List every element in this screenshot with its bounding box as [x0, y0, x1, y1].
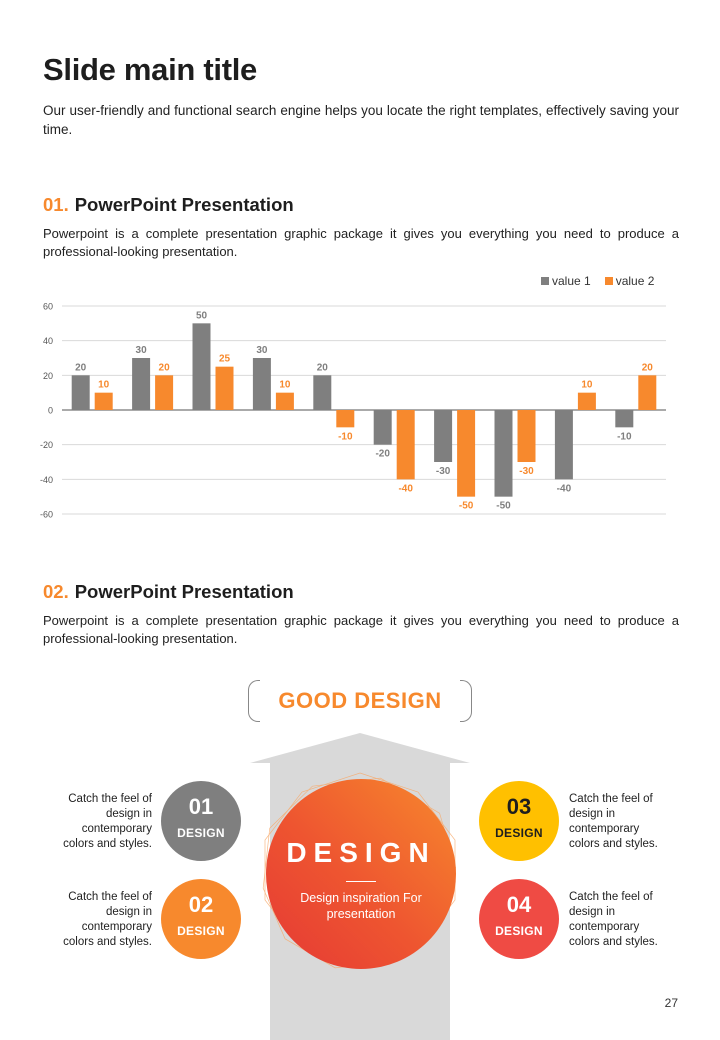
step-03-label: DESIGN: [495, 826, 543, 840]
data-label: -20: [375, 449, 390, 460]
bar-value1-3: [192, 323, 211, 410]
data-label: 30: [256, 345, 268, 356]
step-01-label: DESIGN: [177, 826, 225, 840]
legend-item-value2: value 2: [604, 274, 655, 288]
bar-value1-10: [615, 410, 634, 428]
step-02-label: DESIGN: [177, 924, 225, 938]
y-tick-label: -60: [40, 510, 53, 520]
step-01-circle: 01 DESIGN: [161, 781, 241, 861]
bar-value2-5: [336, 410, 355, 428]
bar-value1-1: [71, 375, 90, 410]
bar-value1-8: [494, 410, 513, 497]
bar-value2-8: [517, 410, 536, 462]
bar-value2-6: [396, 410, 415, 480]
section-2-heading: 02. PowerPoint Presentation: [43, 581, 294, 603]
legend-label-value1: value 1: [552, 274, 591, 288]
bar-value2-1: [94, 392, 113, 410]
step-03-number: 03: [506, 794, 532, 819]
y-tick-label: 40: [43, 336, 53, 346]
data-label: 10: [581, 380, 593, 391]
step-01-number: 01: [188, 794, 214, 819]
step-04-number: 04: [506, 892, 532, 917]
data-label: 20: [317, 362, 329, 373]
data-label: 25: [219, 354, 231, 365]
step-03-caption: Catch the feel of design in contemporary…: [569, 793, 658, 850]
bar-value2-7: [457, 410, 476, 497]
step-04-circle: 04 DESIGN: [479, 879, 559, 959]
section-2-description: Powerpoint is a complete presentation gr…: [43, 613, 679, 646]
step-04-label: DESIGN: [495, 924, 543, 938]
data-label: 20: [159, 362, 171, 373]
legend-label-value2: value 2: [615, 274, 655, 288]
step-02-number: 02: [188, 892, 214, 917]
step-01-caption: Catch the feel of design in contemporary…: [63, 793, 152, 850]
section-1-heading: 01. PowerPoint Presentation: [43, 194, 294, 216]
bar-value1-9: [554, 410, 573, 480]
legend-item-value1: value 1: [541, 274, 591, 288]
step-03-circle: 03 DESIGN: [479, 781, 559, 861]
y-tick-label: 60: [43, 302, 53, 312]
section-1-number: 01.: [43, 194, 69, 215]
bar-value2-2: [155, 375, 174, 410]
center-title: DESIGN: [286, 837, 436, 868]
data-label: -40: [557, 483, 572, 494]
data-label: -10: [617, 431, 632, 442]
bar-value1-4: [252, 358, 271, 410]
y-tick-label: 20: [43, 371, 53, 381]
section-2-title: PowerPoint Presentation: [74, 581, 294, 602]
data-label: -40: [398, 483, 413, 494]
banner-bracket-left: [248, 680, 260, 722]
bar-value1-2: [132, 358, 151, 410]
data-label: 10: [279, 380, 291, 391]
center-design-circle: DESIGN Design inspiration For presentati…: [266, 779, 456, 969]
step-02-caption: Catch the feel of design in contemporary…: [63, 891, 152, 948]
data-label: -30: [519, 466, 534, 477]
bar-value1-7: [434, 410, 453, 462]
chart-legend: value 1 value 2: [541, 274, 654, 288]
center-subtitle: Design inspiration For presentation: [300, 891, 422, 921]
center-divider: [346, 881, 376, 882]
data-label: -50: [496, 501, 511, 512]
bar-chart: 60 40 20 0 -20 -40 -60 20 30 50 30 20 -20 -30 -50 -40 -1…: [40, 302, 666, 520]
legend-swatch-value2: [604, 277, 613, 285]
step-04-caption: Catch the feel of design in contemporary…: [569, 891, 658, 948]
data-label: 30: [136, 345, 148, 356]
section-1-description: Powerpoint is a complete presentation gr…: [43, 226, 679, 259]
page-number: 27: [664, 996, 678, 1010]
bar-value2-4: [275, 392, 294, 410]
section-2-number: 02.: [43, 581, 69, 602]
legend-swatch-value1: [541, 277, 549, 285]
data-label: -10: [338, 431, 353, 442]
bar-value1-6: [373, 410, 392, 445]
bar-value2-9: [577, 392, 596, 410]
intro-text: Our user-friendly and functional search …: [43, 103, 679, 137]
data-label: 20: [75, 362, 87, 373]
bar-value1-5: [313, 375, 332, 410]
data-label: 10: [98, 380, 110, 391]
data-label: 50: [196, 310, 208, 321]
banner-text: GOOD DESIGN: [278, 688, 442, 713]
page-title: Slide main title: [43, 52, 257, 87]
y-tick-label: -20: [40, 440, 53, 450]
y-tick-label: 0: [48, 406, 53, 416]
data-label: -50: [459, 501, 474, 512]
bar-value2-3: [215, 366, 234, 410]
good-design-banner: GOOD DESIGN: [248, 680, 472, 722]
data-label: 20: [642, 362, 654, 373]
section-1-title: PowerPoint Presentation: [74, 194, 294, 215]
y-tick-label: -40: [40, 475, 53, 485]
data-label: -30: [436, 466, 451, 477]
step-02-circle: 02 DESIGN: [161, 879, 241, 959]
bar-value2-10: [638, 375, 657, 410]
